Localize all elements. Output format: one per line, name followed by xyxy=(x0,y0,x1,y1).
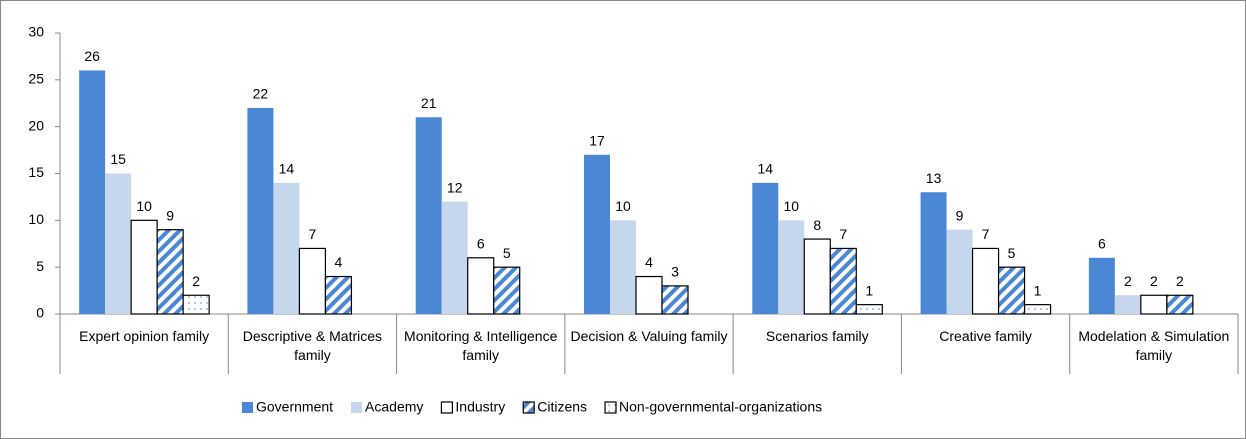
data-label: 9 xyxy=(956,207,964,223)
legend-swatch xyxy=(522,401,535,414)
x-tick-label: Decision & Valuing family xyxy=(570,328,728,344)
legend-label: Government xyxy=(256,399,333,415)
legend-swatch xyxy=(440,401,454,414)
legend-label: Industry xyxy=(455,399,505,415)
x-tick-label: Creative family xyxy=(939,328,1032,344)
bar xyxy=(1166,294,1194,315)
data-label: 4 xyxy=(645,254,653,270)
y-tick-label: 10 xyxy=(28,211,44,227)
bar xyxy=(1140,294,1168,315)
x-tick-label: Expert opinion family xyxy=(79,328,210,344)
bar xyxy=(661,285,689,315)
bar xyxy=(441,201,468,314)
data-label: 7 xyxy=(839,226,847,242)
legend-label: Citizens xyxy=(537,399,587,415)
data-label: 1 xyxy=(1034,282,1042,298)
bar xyxy=(803,238,831,315)
x-tick-label: Scenarios family xyxy=(765,328,869,344)
bar xyxy=(493,266,521,315)
bar xyxy=(247,107,274,314)
bar xyxy=(1114,295,1141,314)
data-label: 2 xyxy=(1150,273,1158,289)
data-label: 9 xyxy=(166,207,174,223)
data-label: 6 xyxy=(477,236,485,252)
data-label: 5 xyxy=(503,245,511,261)
legend-swatch xyxy=(604,401,617,414)
bar xyxy=(778,220,805,314)
data-label: 1 xyxy=(865,282,873,298)
bar xyxy=(298,247,327,315)
data-label: 8 xyxy=(813,217,821,233)
bar xyxy=(1088,257,1115,314)
data-label: 13 xyxy=(926,170,942,186)
bar xyxy=(324,275,353,315)
bar xyxy=(156,229,184,315)
data-label: 2 xyxy=(192,273,200,289)
data-label: 14 xyxy=(757,161,773,177)
legend-label: Non-governmental-organizations xyxy=(619,399,822,415)
bar xyxy=(920,192,947,314)
data-label: 12 xyxy=(447,179,463,195)
bar xyxy=(635,275,663,315)
data-label: 14 xyxy=(279,161,295,177)
data-label: 10 xyxy=(136,198,152,214)
bar xyxy=(829,247,857,315)
y-tick-label: 0 xyxy=(36,305,44,321)
data-label: 21 xyxy=(421,95,437,111)
y-tick-label: 20 xyxy=(28,117,44,133)
bar xyxy=(997,266,1026,315)
data-label: 3 xyxy=(671,264,679,280)
bar xyxy=(273,182,300,314)
bar xyxy=(752,182,779,314)
bar xyxy=(584,154,610,314)
bar xyxy=(610,220,636,314)
y-tick-label: 5 xyxy=(36,258,44,274)
bar xyxy=(415,117,442,314)
x-tick-label: Modelation & Simulation family xyxy=(1078,328,1230,363)
x-tick-label: Descriptive & Matrices family xyxy=(242,328,383,363)
bar xyxy=(855,304,883,315)
bar xyxy=(946,229,973,314)
legend-swatch xyxy=(351,402,363,413)
legend-swatch xyxy=(242,402,253,413)
data-label: 10 xyxy=(783,198,799,214)
data-label: 2 xyxy=(1124,273,1132,289)
data-label: 15 xyxy=(110,151,126,167)
data-label: 4 xyxy=(335,254,343,270)
data-label: 6 xyxy=(1098,236,1106,252)
y-tick-label: 30 xyxy=(28,24,44,40)
data-label: 7 xyxy=(309,226,317,242)
bar xyxy=(971,247,1000,315)
y-tick-label: 25 xyxy=(28,71,44,87)
bar xyxy=(105,173,132,314)
data-label: 2 xyxy=(1176,273,1184,289)
bar xyxy=(130,219,158,315)
data-label: 26 xyxy=(84,48,100,64)
data-label: 7 xyxy=(982,226,990,242)
bar xyxy=(182,294,210,315)
y-tick-label: 15 xyxy=(28,164,44,180)
data-label: 17 xyxy=(589,132,605,148)
bar xyxy=(1023,304,1052,315)
data-label: 10 xyxy=(615,198,631,214)
legend-label: Academy xyxy=(365,399,423,415)
data-label: 5 xyxy=(1008,245,1016,261)
x-tick-label: Monitoring & Intelligence family xyxy=(404,328,558,363)
bar xyxy=(467,257,495,315)
data-label: 22 xyxy=(253,86,269,102)
bar xyxy=(79,70,106,314)
